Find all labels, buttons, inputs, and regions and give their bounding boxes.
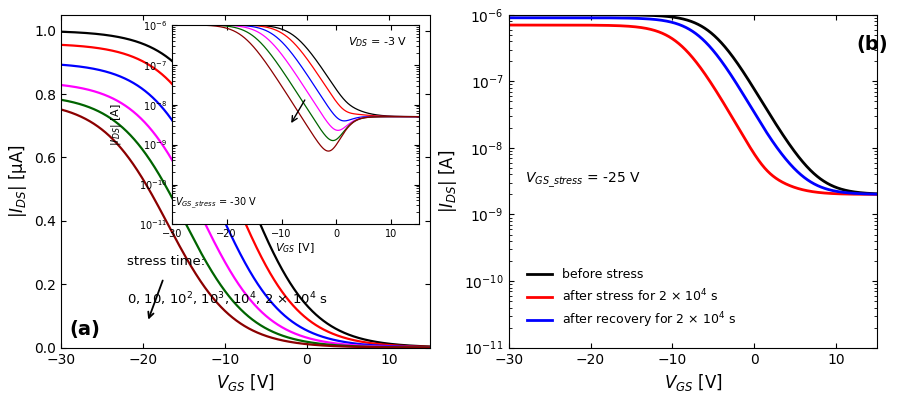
- after stress for 2 × 10$^4$ s: [793, 186, 804, 191]
- Y-axis label: $|I_{DS}|$ [A]: $|I_{DS}|$ [A]: [436, 150, 459, 213]
- after recovery for 2 × 10$^4$ s: [861, 192, 872, 196]
- Text: $V_{GS\_stress}$ = -25 V: $V_{GS\_stress}$ = -25 V: [525, 171, 641, 190]
- after stress for 2 × 10$^4$ s: [861, 192, 872, 197]
- Line: after stress for 2 × 10$^4$ s: after stress for 2 × 10$^4$ s: [508, 25, 877, 194]
- after stress for 2 × 10$^4$ s: [861, 192, 872, 197]
- Legend: before stress, after stress for 2 × 10$^4$ s, after recovery for 2 × 10$^4$ s: before stress, after stress for 2 × 10$^…: [523, 263, 742, 335]
- before stress: [503, 12, 514, 17]
- after recovery for 2 × 10$^4$ s: [682, 26, 693, 31]
- Text: stress time:: stress time:: [127, 255, 205, 268]
- before stress: [861, 191, 872, 196]
- after recovery for 2 × 10$^4$ s: [673, 22, 683, 26]
- before stress: [872, 191, 883, 196]
- after recovery for 2 × 10$^4$ s: [861, 192, 872, 196]
- after recovery for 2 × 10$^4$ s: [872, 192, 883, 196]
- after stress for 2 × 10$^4$ s: [872, 192, 883, 197]
- after stress for 2 × 10$^4$ s: [503, 23, 514, 28]
- Text: 0, 10, 10$^2$, 10$^3$, 10$^4$, 2 × 10$^4$ s: 0, 10, 10$^2$, 10$^3$, 10$^4$, 2 × 10$^4…: [127, 290, 328, 308]
- after stress for 2 × 10$^4$ s: [522, 23, 533, 28]
- before stress: [793, 154, 804, 159]
- X-axis label: $V_{GS}$ [V]: $V_{GS}$ [V]: [216, 372, 275, 393]
- before stress: [673, 16, 683, 20]
- Text: (a): (a): [69, 320, 101, 339]
- Text: (b): (b): [857, 34, 888, 54]
- Line: before stress: before stress: [508, 15, 877, 194]
- after recovery for 2 × 10$^4$ s: [503, 15, 514, 20]
- before stress: [861, 191, 872, 196]
- after stress for 2 × 10$^4$ s: [673, 40, 683, 45]
- Line: after recovery for 2 × 10$^4$ s: after recovery for 2 × 10$^4$ s: [508, 18, 877, 194]
- after stress for 2 × 10$^4$ s: [682, 50, 693, 54]
- after recovery for 2 × 10$^4$ s: [793, 170, 804, 175]
- after recovery for 2 × 10$^4$ s: [522, 15, 533, 20]
- X-axis label: $V_{GS}$ [V]: $V_{GS}$ [V]: [664, 372, 722, 393]
- before stress: [522, 12, 533, 17]
- before stress: [682, 18, 693, 23]
- Y-axis label: $|I_{DS}|$ [μA]: $|I_{DS}|$ [μA]: [7, 144, 29, 218]
